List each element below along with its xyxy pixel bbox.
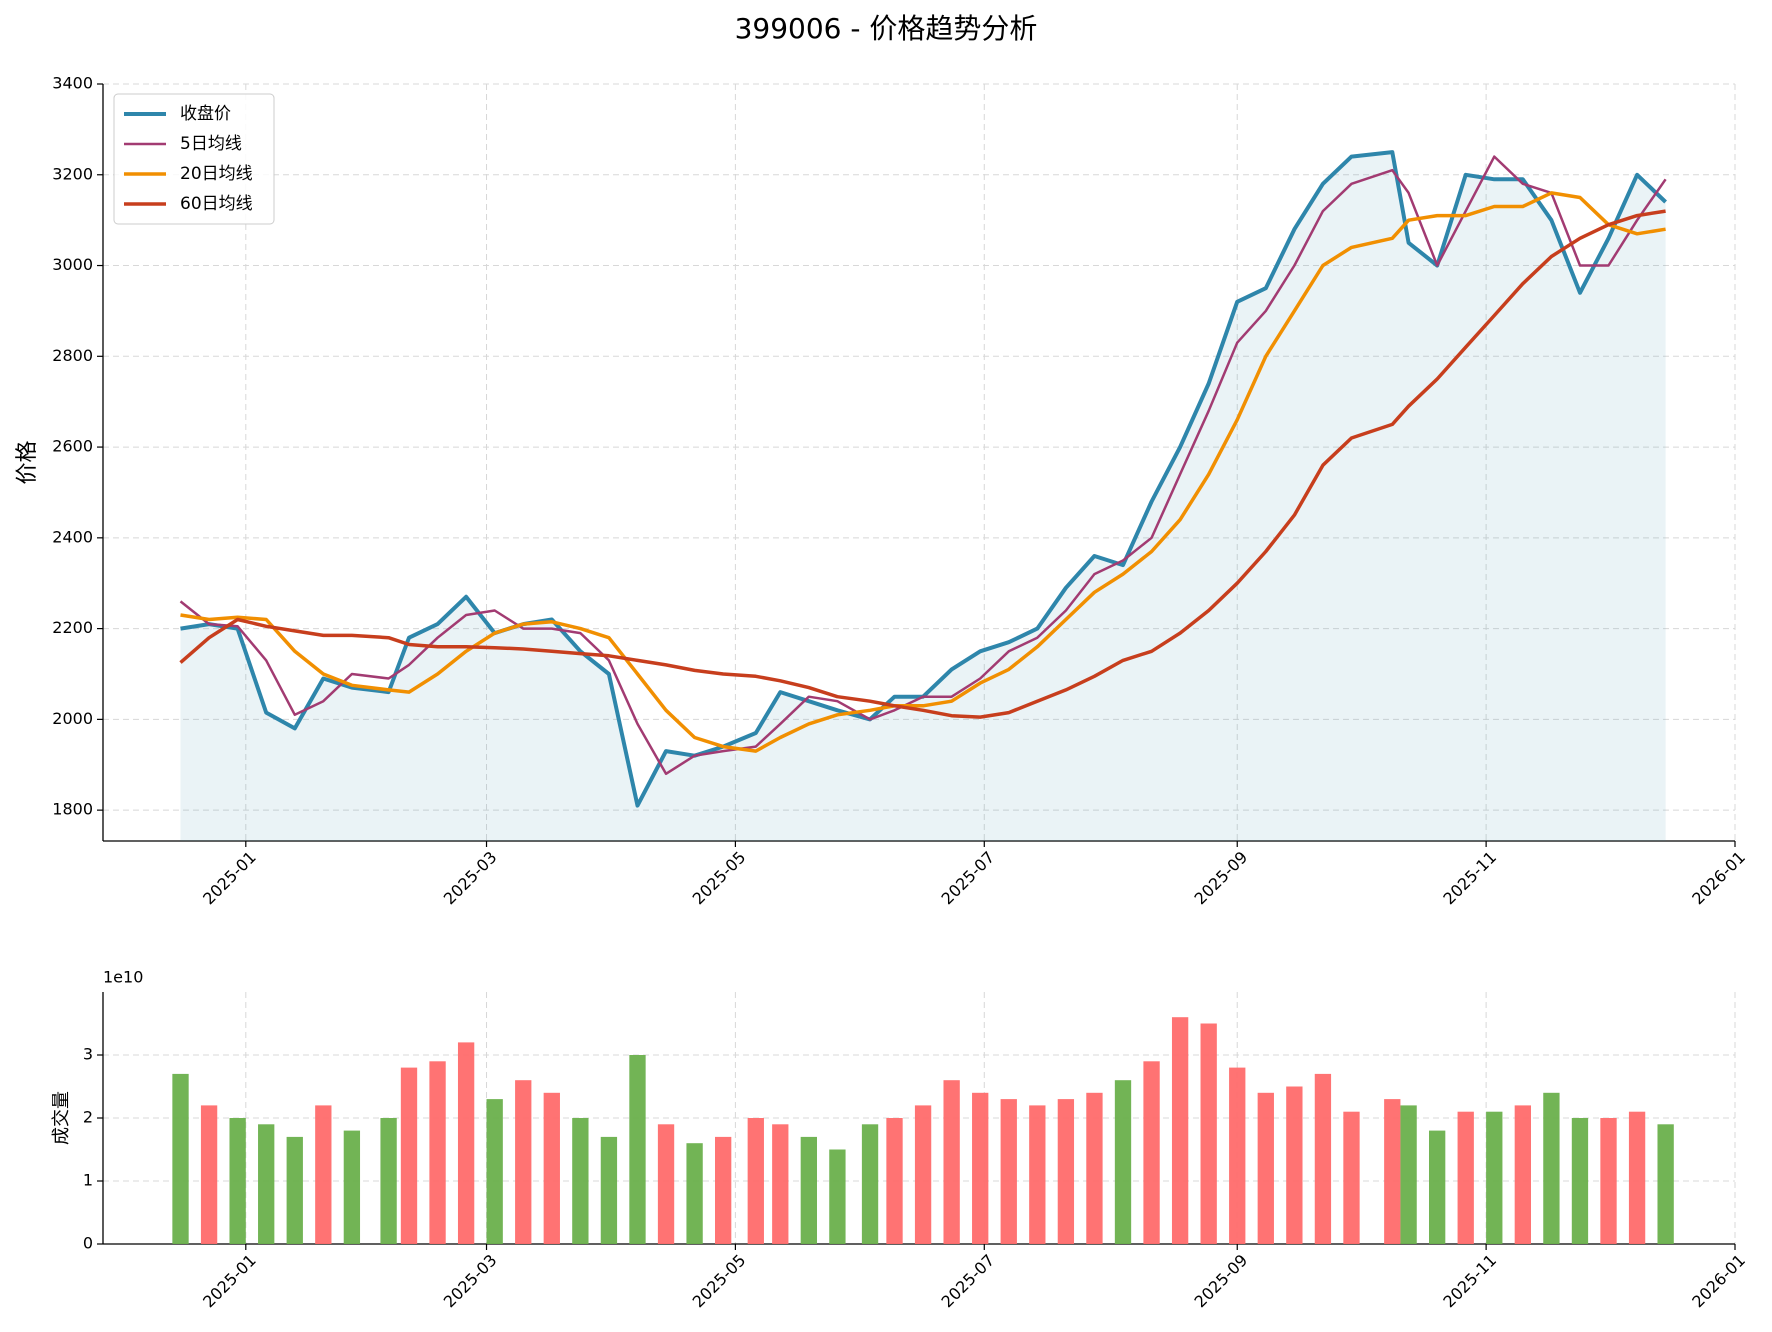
bar: [800, 1136, 817, 1244]
bar: [1571, 1118, 1589, 1244]
bar: [1029, 1105, 1046, 1244]
x-tick-label: 2025-11: [1439, 848, 1500, 909]
bar: [1514, 1105, 1531, 1244]
bar: [1057, 1099, 1075, 1244]
bar: [486, 1099, 503, 1244]
x-tick-label: 2025-07: [938, 1251, 999, 1312]
y-tick-label: 2400: [52, 527, 93, 546]
bar: [747, 1118, 764, 1244]
bar: [258, 1124, 275, 1244]
bar: [1229, 1067, 1246, 1244]
bar: [1543, 1092, 1560, 1244]
bar: [1600, 1118, 1617, 1244]
x-tick-label: 2025-05: [689, 1251, 750, 1312]
bar: [829, 1149, 846, 1244]
bar: [543, 1092, 560, 1244]
x-tick-label: 2025-07: [938, 848, 999, 909]
legend-label: 收盘价: [180, 104, 231, 124]
bar: [1000, 1099, 1017, 1244]
bar: [1429, 1130, 1446, 1244]
bar: [772, 1124, 789, 1244]
y-tick-label: 2000: [52, 709, 93, 728]
bar: [1114, 1080, 1132, 1244]
line: [180, 191, 1666, 753]
bar: [1200, 1023, 1217, 1244]
x-tick-label: 2026-01: [1688, 1251, 1749, 1312]
bar: [457, 1042, 475, 1244]
y-axis-label: 成交量: [51, 1091, 72, 1145]
bar: [629, 1055, 646, 1244]
y-tick-label: 2800: [52, 346, 93, 365]
y-tick-label: 0: [83, 1234, 93, 1253]
bar: [200, 1105, 218, 1244]
line: [179, 209, 1666, 719]
bar: [657, 1124, 675, 1244]
bar: [1384, 1099, 1401, 1244]
bar: [229, 1118, 246, 1244]
bar: [600, 1136, 618, 1244]
bar: [972, 1092, 989, 1244]
bar: [1457, 1111, 1474, 1244]
bar: [380, 1118, 397, 1244]
bar: [1314, 1073, 1332, 1244]
bar: [572, 1118, 589, 1244]
bar: [861, 1124, 879, 1244]
y-tick-label: 3: [83, 1045, 93, 1064]
x-tick-label: 2025-09: [1191, 848, 1252, 909]
y-tick-label: 3200: [52, 164, 93, 183]
legend: 收盘价 5日均线 20日均线 60日均线: [113, 93, 275, 225]
bar: [515, 1080, 532, 1244]
bar: [400, 1067, 418, 1244]
bar: [286, 1136, 303, 1244]
bar: [1286, 1086, 1303, 1244]
bar: [1143, 1061, 1160, 1244]
axis-offset-label: 1e10: [103, 968, 143, 987]
y-axis-label: 价格: [15, 440, 40, 484]
y-tick-label: 3400: [52, 74, 93, 93]
legend-box: [113, 93, 275, 225]
bar: [1257, 1092, 1274, 1244]
y-tick-label: 3000: [52, 255, 93, 274]
bar: [1400, 1105, 1417, 1244]
x-tick-label: 2025-05: [689, 848, 750, 909]
x-tick-label: 2025-11: [1439, 1251, 1500, 1312]
bar: [315, 1105, 332, 1244]
legend-label: 20日均线: [180, 164, 253, 184]
x-tick-label: 2025-03: [440, 848, 501, 909]
bar: [914, 1105, 932, 1244]
bar: [343, 1130, 361, 1244]
bar: [1086, 1092, 1103, 1244]
bar: [1171, 1017, 1189, 1244]
bar: [1486, 1111, 1503, 1244]
x-tick-label: 2025-01: [199, 1251, 260, 1312]
x-tick-label: 2025-09: [1191, 1251, 1252, 1312]
x-tick-label: 2026-01: [1688, 848, 1749, 909]
x-tick-label: 2025-01: [199, 848, 260, 909]
area-fill: [180, 152, 1666, 842]
y-tick-label: 2200: [52, 618, 93, 637]
bar: [715, 1136, 732, 1244]
y-tick-label: 2: [83, 1108, 93, 1127]
legend-label: 5日均线: [180, 134, 242, 154]
x-tick-label: 2025-03: [440, 1251, 501, 1312]
bar: [429, 1061, 446, 1244]
bar: [686, 1143, 703, 1244]
y-tick-label: 1800: [52, 800, 93, 819]
legend-label: 60日均线: [180, 194, 253, 214]
bar: [943, 1080, 960, 1244]
chart-title: 399006 - 价格趋势分析: [735, 12, 1038, 45]
bar: [1343, 1111, 1360, 1244]
y-tick-label: 2600: [52, 437, 93, 456]
bar: [1628, 1111, 1646, 1244]
bar: [886, 1118, 903, 1244]
y-tick-label: 1: [83, 1171, 93, 1190]
bar: [1657, 1124, 1674, 1244]
bar: [172, 1073, 189, 1244]
